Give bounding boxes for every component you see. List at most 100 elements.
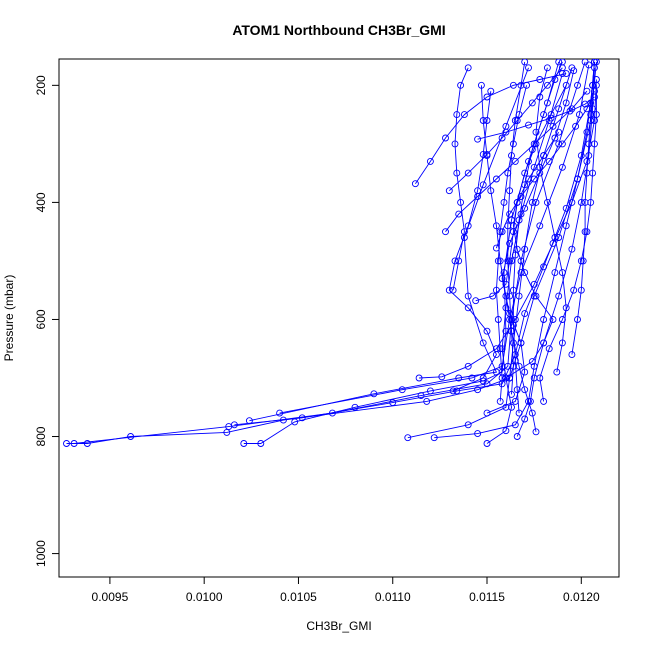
data-point — [449, 387, 457, 395]
series-line — [486, 70, 575, 414]
data-point — [257, 440, 265, 447]
data-point — [504, 257, 512, 265]
data-point — [502, 128, 510, 136]
data-point — [509, 228, 517, 236]
series-line — [415, 73, 567, 184]
plot-frame — [58, 58, 620, 578]
data-point — [562, 304, 570, 312]
data-point — [547, 114, 555, 122]
data-point — [506, 310, 514, 318]
data-point — [502, 427, 510, 435]
series-line — [407, 67, 573, 439]
data-point — [558, 140, 566, 148]
data-point — [502, 374, 510, 382]
series-6 — [276, 61, 593, 417]
data-point — [500, 198, 508, 206]
data-point — [521, 181, 529, 189]
data-point — [581, 228, 589, 236]
data-point — [562, 222, 570, 230]
data-point — [464, 362, 472, 370]
series-7 — [404, 64, 576, 442]
data-point — [558, 163, 566, 171]
data-point — [506, 257, 514, 265]
data-point — [513, 386, 521, 394]
data-point — [517, 257, 525, 265]
data-point — [591, 117, 598, 124]
data-point — [426, 387, 434, 395]
data-point — [540, 152, 548, 160]
data-point — [583, 228, 591, 236]
y-tick-label: 600 — [34, 309, 48, 329]
data-point — [513, 198, 521, 206]
data-point — [496, 345, 504, 353]
data-point — [540, 339, 548, 347]
data-point — [591, 93, 598, 101]
data-point — [492, 244, 500, 252]
series-line — [477, 96, 595, 140]
data-point — [521, 415, 529, 423]
data-point — [474, 430, 482, 438]
series-5 — [245, 64, 532, 425]
data-point — [509, 321, 517, 329]
data-point — [543, 99, 551, 107]
data-point — [483, 327, 491, 335]
series-13 — [445, 87, 500, 395]
data-point — [504, 169, 512, 177]
y-axis-label: Pressure (mbar) — [2, 275, 16, 362]
data-point — [445, 187, 453, 195]
data-point — [517, 339, 525, 347]
data-point — [583, 105, 591, 113]
data-point — [536, 93, 544, 101]
y-tick-label: 200 — [34, 75, 48, 95]
data-point — [583, 169, 591, 177]
data-point — [411, 180, 419, 188]
data-point — [506, 210, 514, 218]
data-point — [589, 81, 597, 89]
data-point — [487, 87, 495, 95]
data-point — [532, 292, 540, 300]
series-line — [434, 61, 595, 439]
data-point — [472, 297, 480, 305]
data-point — [583, 87, 591, 95]
data-point — [513, 245, 521, 253]
data-point — [240, 440, 248, 447]
data-point — [523, 81, 531, 89]
data-point — [540, 111, 548, 119]
data-point — [511, 421, 519, 429]
data-point — [547, 111, 555, 119]
data-point — [532, 140, 540, 148]
data-point — [515, 216, 523, 224]
series-14 — [483, 67, 578, 417]
data-point — [389, 399, 397, 407]
data-point — [521, 269, 529, 277]
data-point — [298, 414, 306, 422]
data-point — [494, 257, 502, 265]
data-point — [540, 397, 548, 405]
data-point — [506, 292, 514, 300]
x-tick-label: 0.0110 — [375, 590, 411, 604]
data-point — [457, 198, 465, 206]
data-point — [245, 417, 253, 425]
data-point — [496, 257, 504, 265]
data-point — [521, 386, 529, 394]
data-point — [460, 111, 468, 119]
data-point — [562, 70, 570, 78]
series-line — [419, 79, 597, 379]
data-point — [530, 140, 538, 148]
data-point — [570, 67, 578, 75]
data-point — [558, 339, 566, 347]
data-point — [532, 128, 540, 136]
data-point — [536, 76, 544, 83]
data-point — [479, 117, 487, 124]
data-point — [474, 135, 482, 143]
data-point — [398, 386, 406, 394]
data-point — [479, 374, 487, 382]
data-point — [551, 234, 559, 241]
data-point — [451, 257, 459, 265]
data-point — [457, 81, 465, 89]
data-point — [83, 440, 91, 447]
data-point — [574, 81, 581, 89]
data-point — [483, 117, 491, 124]
series-line — [507, 61, 526, 395]
data-point — [530, 175, 538, 183]
